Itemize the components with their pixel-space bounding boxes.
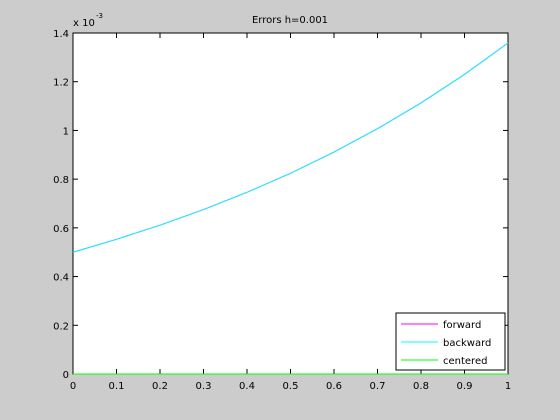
x-tick-label: 1 xyxy=(505,381,511,392)
x-tick-label: 0.1 xyxy=(109,381,125,392)
x-tick-label: 0.8 xyxy=(413,381,429,392)
x-tick-label: 0.9 xyxy=(457,381,473,392)
x-tick-label: 0.6 xyxy=(326,381,342,392)
x-tick-label: 0.2 xyxy=(152,381,168,392)
chart-title: Errors h=0.001 xyxy=(252,15,328,26)
x-tick-label: 0.7 xyxy=(370,381,386,392)
legend-label: backward xyxy=(443,338,491,349)
y-tick-label: 1.4 xyxy=(53,29,69,40)
x-tick-label: 0.3 xyxy=(196,381,212,392)
series-line xyxy=(72,42,509,253)
x-tick-label: 0.4 xyxy=(239,381,255,392)
y-tick-label: 1.2 xyxy=(53,78,69,89)
y-tick-label: 0.6 xyxy=(53,224,69,235)
legend-label: centered xyxy=(443,356,487,367)
y-multiplier: x 10 xyxy=(73,18,95,29)
legend-label: forward xyxy=(443,320,481,331)
y-tick-label: 0.4 xyxy=(53,273,69,284)
y-tick-label: 1 xyxy=(63,126,69,137)
y-tick-label: 0.2 xyxy=(53,321,69,332)
x-tick-label: 0.5 xyxy=(283,381,299,392)
x-tick-label: 0 xyxy=(70,381,76,392)
y-multiplier-exponent: -3 xyxy=(96,12,103,20)
y-tick-label: 0 xyxy=(63,370,69,381)
y-tick-label: 0.8 xyxy=(53,175,69,186)
